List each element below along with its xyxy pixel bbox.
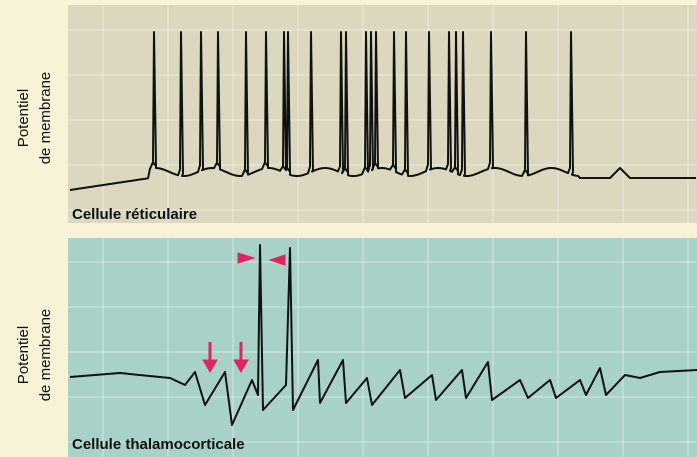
- caption: Cellule thalamocorticale: [72, 436, 245, 453]
- arrow-head: [202, 359, 218, 373]
- arrowhead-right: [237, 252, 256, 264]
- arrowhead-left: [268, 254, 286, 266]
- arrow-head: [233, 359, 249, 373]
- top-y-label: Potentiel de membrane: [15, 72, 54, 165]
- grid: [68, 5, 697, 457]
- y-label-line: Potentiel: [15, 326, 32, 384]
- caption: Cellule réticulaire: [72, 206, 197, 223]
- bottom-panel: [68, 238, 697, 457]
- thalamocortical-trace: [69, 244, 697, 426]
- markers: [202, 252, 286, 373]
- reticular-trace: [69, 31, 696, 191]
- top-panel: [68, 5, 697, 223]
- y-label-line: Potentiel: [15, 89, 32, 147]
- y-label-line: de membrane: [37, 72, 54, 165]
- y-label-line: de membrane: [37, 309, 54, 402]
- bottom-y-label: Potentiel de membrane: [15, 309, 54, 402]
